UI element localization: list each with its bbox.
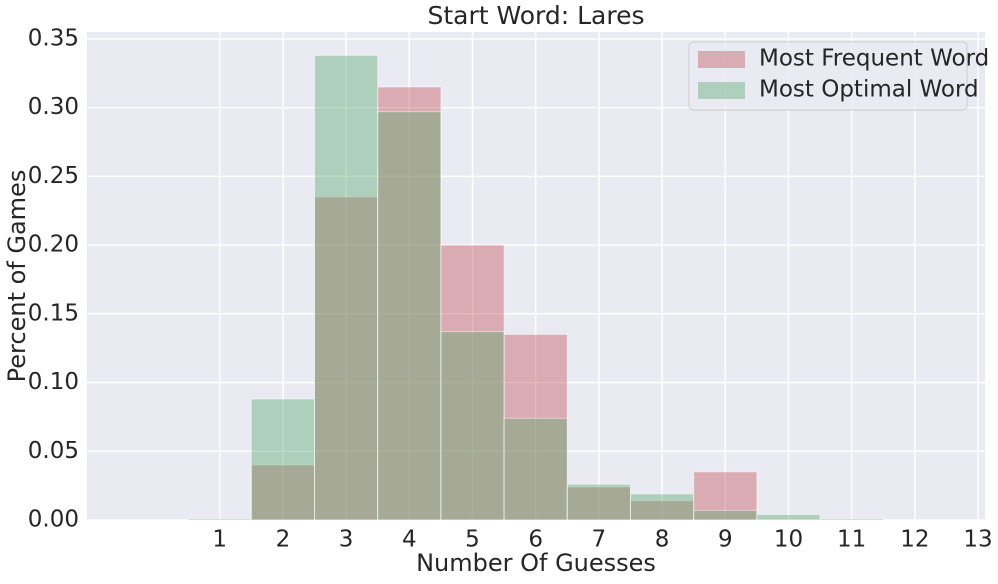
x-axis-label: Number Of Guesses [416,549,656,577]
bar [187,518,252,521]
x-tick-label: 1 [212,527,227,553]
y-tick-label: 0.30 [28,94,79,120]
legend: Most Frequent Word Most Optimal Word [688,41,989,111]
y-tick-label: 0.10 [28,369,79,395]
x-tick-label: 9 [718,527,733,553]
x-tick-label: 2 [276,527,291,553]
x-tick-label: 7 [592,527,607,553]
legend-label: Most Optimal Word [759,77,979,103]
chart-title: Start Word: Lares [427,1,644,30]
bar [440,331,505,521]
legend-box [688,41,968,111]
bar [377,86,442,521]
bar [566,486,631,521]
x-tick-label: 13 [963,527,992,553]
y-tick-label: 0.20 [28,232,79,258]
y-tick-label: 0.05 [28,438,79,464]
x-tick-label: 10 [774,527,803,553]
x-tick-label: 11 [837,527,866,553]
y-tick-label: 0.00 [28,507,79,533]
legend-swatch [698,82,745,99]
bar [819,518,884,521]
x-tick-label: 12 [900,527,929,553]
x-tick-label: 6 [528,527,543,553]
y-tick-label: 0.15 [28,300,79,326]
x-tick-label: 3 [339,527,354,553]
bar [250,398,316,521]
legend-label: Most Frequent Word [759,46,989,72]
bar [756,514,821,521]
y-tick-label: 0.25 [28,163,79,189]
x-tick-label: 5 [465,527,480,553]
bar [693,509,758,521]
bar [629,493,695,521]
bar [566,483,631,521]
bar [314,196,379,521]
bar [250,464,316,521]
x-tick-label: 4 [402,527,417,553]
y-tick-label: 0.35 [28,25,79,51]
bar [314,54,379,521]
bar [377,111,442,521]
legend-swatch [698,51,745,68]
y-axis-label: Percent of Games [3,170,31,383]
bar [440,244,505,521]
bar [503,417,568,521]
x-tick-label: 8 [655,527,670,553]
